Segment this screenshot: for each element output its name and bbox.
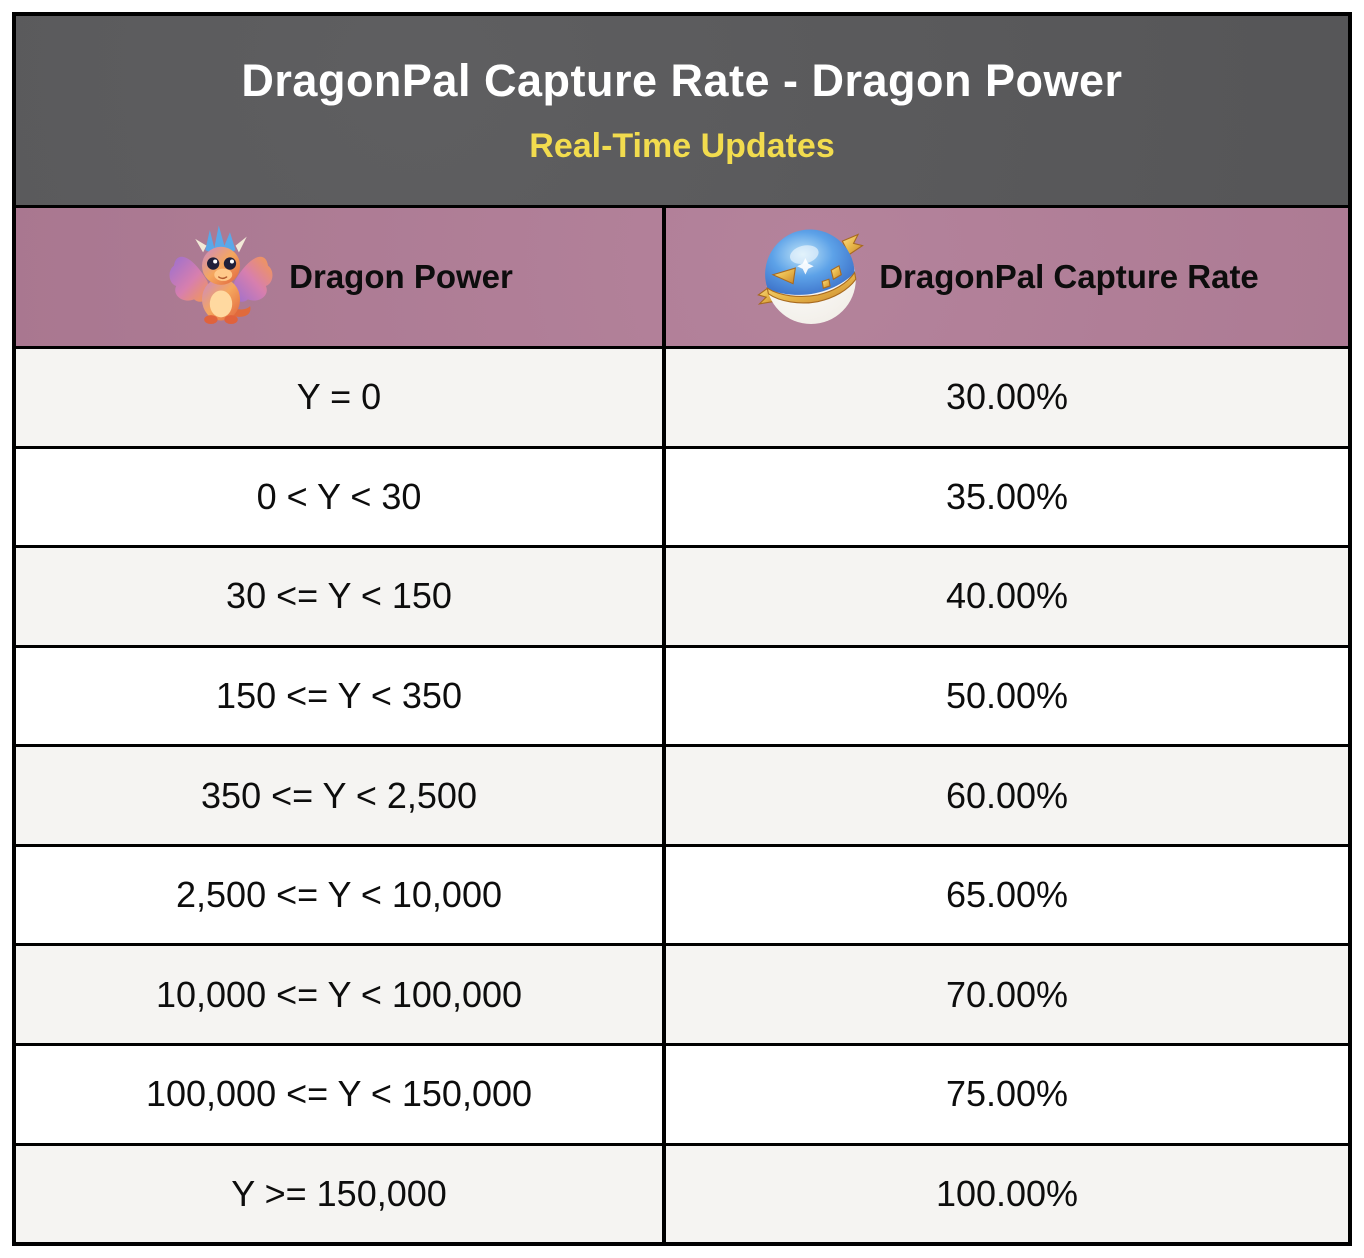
capture-ball-icon: [755, 221, 867, 333]
dragon-power-cell: Y = 0: [296, 376, 382, 418]
capture-rate-cell: 50.00%: [662, 647, 1348, 745]
capture-rate-table: DragonPal Capture Rate - Dragon Power Re…: [12, 12, 1352, 1246]
dragon-power-cell: 350 <= Y < 2,500: [201, 774, 477, 816]
capture-rate-cell: 70.00%: [662, 946, 1348, 1043]
title-band: DragonPal Capture Rate - Dragon Power Re…: [16, 16, 1348, 205]
column-header-label: DragonPal Capture Rate: [879, 258, 1259, 295]
capture-rate-cell: 100.00%: [662, 1145, 1348, 1243]
table-row: 10,000 <= Y < 100,000 70.00%: [16, 943, 1348, 1043]
table-row: 100,000 <= Y < 150,000 75.00%: [16, 1042, 1348, 1143]
capture-rate-cell: 35.00%: [662, 448, 1348, 546]
column-header-row: Dragon Power: [16, 205, 1348, 346]
capture-rate-cell: 30.00%: [662, 349, 1348, 446]
dragon-power-cell: 10,000 <= Y < 100,000: [155, 973, 523, 1015]
table-row: 2,500 <= Y < 10,000 65.00%: [16, 843, 1348, 944]
dragon-power-cell: 150 <= Y < 350: [216, 674, 462, 716]
dragon-power-cell: 0 < Y < 30: [256, 475, 422, 517]
column-header-label: Dragon Power: [289, 258, 513, 295]
capture-rate-cell: 65.00%: [662, 846, 1348, 944]
table-row: 150 <= Y < 350 50.00%: [16, 644, 1348, 745]
dragon-power-cell: 100,000 <= Y < 150,000: [145, 1073, 533, 1115]
table-row: Y >= 150,000 100.00%: [16, 1142, 1348, 1243]
capture-rate-cell: 75.00%: [662, 1045, 1348, 1143]
dragon-power-cell: Y >= 150,000: [231, 1172, 447, 1214]
dragon-icon: [165, 221, 277, 333]
table-row: Y = 0 30.00%: [16, 346, 1348, 446]
column-header-dragon-power: Dragon Power: [16, 208, 662, 346]
table-row: 0 < Y < 30 35.00%: [16, 445, 1348, 546]
column-header-capture-rate: DragonPal Capture Rate: [662, 208, 1348, 346]
dragon-power-cell: 2,500 <= Y < 10,000: [176, 874, 502, 916]
dragon-power-cell: 30 <= Y < 150: [226, 575, 452, 617]
page-subtitle: Real-Time Updates: [529, 127, 835, 165]
table-row: 30 <= Y < 150 40.00%: [16, 545, 1348, 645]
page-title: DragonPal Capture Rate - Dragon Power: [241, 55, 1123, 106]
table-row: 350 <= Y < 2,500 60.00%: [16, 744, 1348, 844]
capture-rate-cell: 60.00%: [662, 747, 1348, 844]
table-body: Y = 0 30.00% 0 < Y < 30 35.00% 30 <= Y <…: [16, 346, 1348, 1243]
capture-rate-cell: 40.00%: [662, 548, 1348, 645]
